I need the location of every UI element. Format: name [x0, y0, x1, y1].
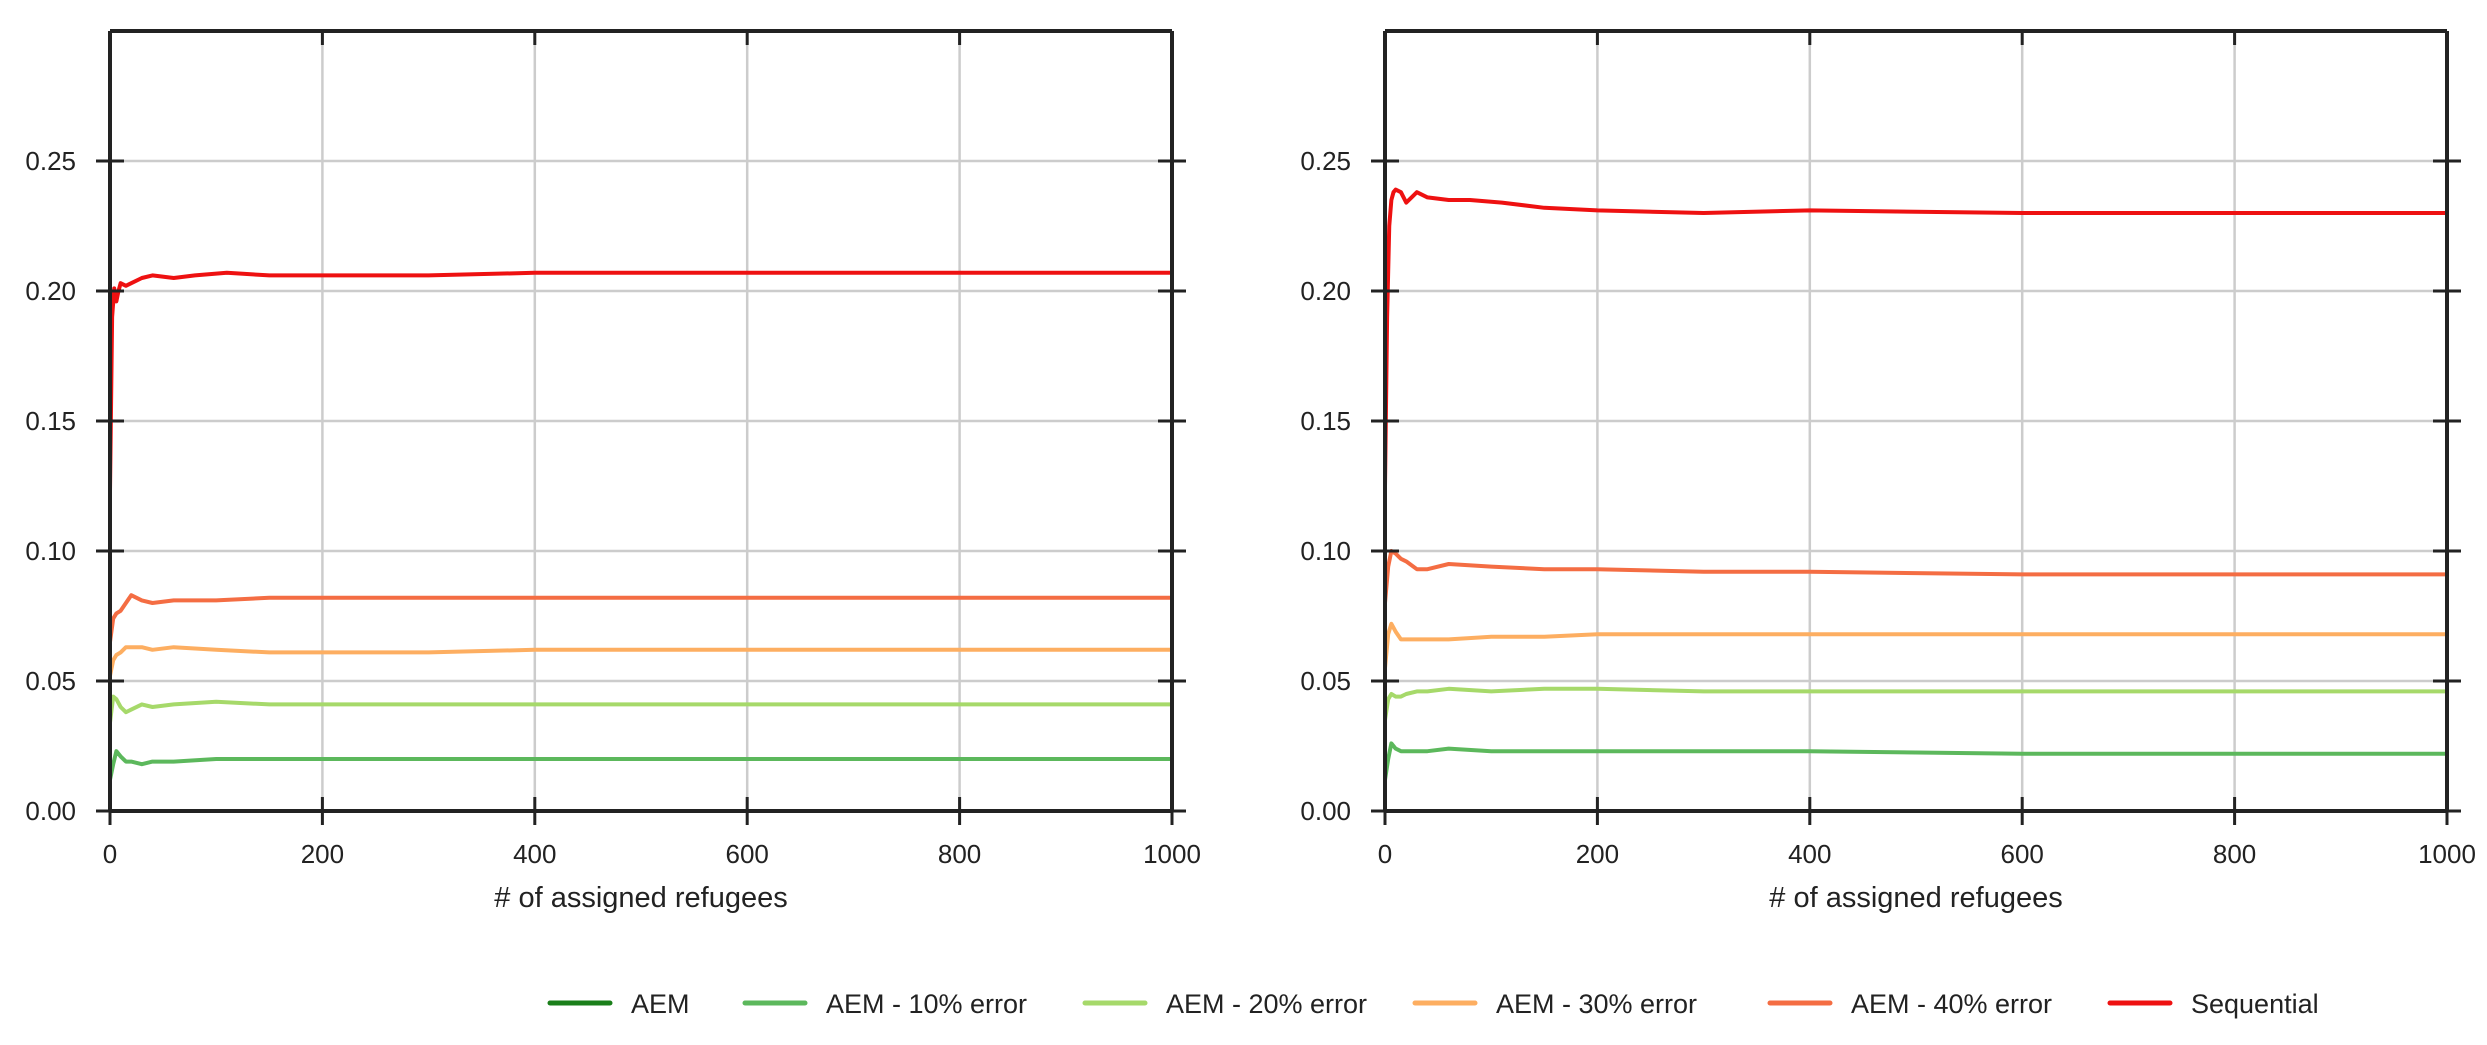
x-tick-label: 1000: [2418, 839, 2476, 869]
y-tick-label: 0.15: [25, 406, 76, 436]
series-line-aem-20-error: [1383, 686, 2449, 722]
x-tick-label: 0: [1378, 839, 1392, 869]
y-tick-label: 0.10: [1300, 536, 1351, 566]
x-tick-label: 800: [938, 839, 981, 869]
y-tick-label: 0.15: [1300, 406, 1351, 436]
series-line-aem-30-error: [108, 645, 1174, 678]
legend: AEM AEM - 10% error AEM - 20% error AEM - 3…: [547, 989, 2319, 1019]
x-axis-label: # of assigned refugees: [1769, 882, 2062, 914]
legend-label-aem-20-error: AEM - 20% error: [1166, 989, 1367, 1019]
series-line-aem-10-error: [108, 749, 1174, 782]
x-tick-label: 600: [726, 839, 769, 869]
legend-label-aem-10-error: AEM - 10% error: [826, 989, 1027, 1019]
x-tick-label: 400: [1788, 839, 1831, 869]
y-tick-label: 0.20: [1300, 276, 1351, 306]
x-tick-label: 200: [301, 839, 344, 869]
y-tick-label: 0.05: [25, 666, 76, 696]
y-tick-label: 0.25: [25, 146, 76, 176]
y-tick-label: 0.00: [1300, 796, 1351, 826]
series-line-aem-30-error: [1383, 621, 2449, 670]
legend-label-aem: AEM: [631, 989, 690, 1019]
y-tick-label: 0.25: [1300, 146, 1351, 176]
series-line-sequential: [1383, 187, 2449, 488]
x-axis-label: # of assigned refugees: [494, 882, 787, 914]
x-tick-label: 600: [2001, 839, 2044, 869]
series-line-aem-20-error: [108, 694, 1174, 725]
y-tick-label: 0.20: [25, 276, 76, 306]
y-tick-label: 0.10: [25, 536, 76, 566]
x-tick-label: 1000: [1143, 839, 1201, 869]
y-tick-label: 0.05: [1300, 666, 1351, 696]
y-tick-label: 0.00: [25, 796, 76, 826]
chart-right: 0 200 400 600 800 1000 0.00 0.05 0.10 0.15 0.20 0.2…: [1300, 29, 2476, 914]
legend-label-sequential: Sequential: [2191, 989, 2319, 1019]
x-tick-label: 400: [513, 839, 556, 869]
legend-label-aem-30-error: AEM - 30% error: [1496, 989, 1697, 1019]
series-line-aem-40-error: [1383, 549, 2449, 605]
x-tick-label: 0: [103, 839, 117, 869]
series-line-aem-40-error: [108, 593, 1174, 644]
x-tick-label: 800: [2213, 839, 2256, 869]
series-line-aem-10-error: [1383, 741, 2449, 782]
legend-label-aem-40-error: AEM - 40% error: [1851, 989, 2052, 1019]
series-line-sequential: [108, 270, 1174, 494]
chart-left: 0 200 400 600 800 1000 0.00 0.05 0.10 0.15 0.20 0.2…: [25, 29, 1201, 914]
x-tick-label: 200: [1576, 839, 1619, 869]
